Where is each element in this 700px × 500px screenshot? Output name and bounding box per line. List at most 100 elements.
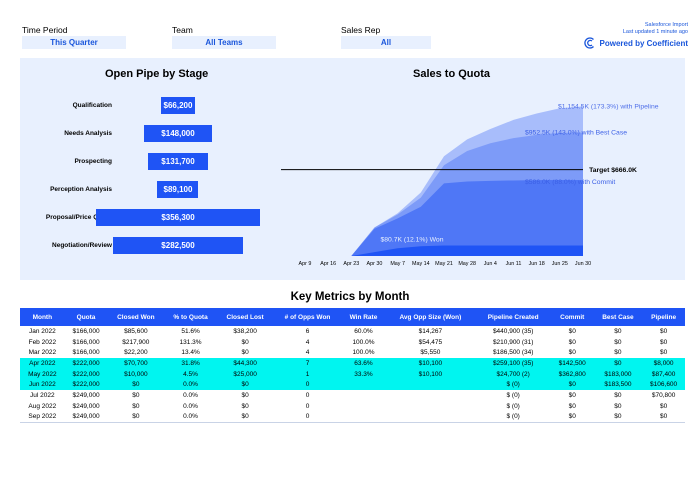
table-cell: $10,100	[385, 358, 476, 369]
x-tick-label: Apr 23	[343, 261, 359, 267]
table-row: Jul 2022 $249,000 $0 0.0% $0 0 $ (0) $0 $0 $70,80…	[20, 390, 685, 401]
pipeline-label: $1,154.5K (173.3%) with Pipeline	[558, 103, 659, 110]
commit-area[interactable]	[305, 180, 583, 256]
table-cell: 4.5%	[164, 368, 217, 380]
table-cell: $ (0)	[506, 391, 520, 399]
table-cell: $222,000	[64, 368, 108, 380]
table-cell: 6	[305, 327, 310, 335]
column-header[interactable]: Month	[20, 308, 65, 326]
table-cell: 4	[305, 338, 310, 346]
time-period-select[interactable]: This Quarter	[22, 36, 126, 49]
table-header-row: Month Quota Closed Won% to Quota Closed Los…	[20, 308, 685, 326]
table-row: May 2022 $222,000 $10,000 4.5% $25,000 1 33.3%…	[20, 368, 685, 380]
column-header[interactable]: Quota	[64, 308, 108, 326]
table-cell: 0.0%	[164, 379, 217, 391]
team-select[interactable]: All Teams	[172, 36, 276, 49]
best-case-label: $952.5K (143.0%) with Best Case	[525, 130, 627, 137]
table-cell: 0	[305, 391, 310, 399]
column-header[interactable]: % to Quota	[164, 308, 217, 326]
x-tick-label: Apr 30	[367, 261, 383, 267]
table-cell: $0	[614, 402, 622, 410]
table-cell: $5,550	[420, 349, 441, 357]
stage-label: Prospecting	[74, 158, 112, 165]
stage-bar[interactable]: $148,000	[143, 125, 213, 142]
table-cell: Jun 2022	[20, 379, 65, 391]
table-cell: 31.8%	[164, 358, 217, 369]
x-tick-label: Jun 4	[484, 261, 497, 267]
table-cell: $106,600	[642, 379, 685, 391]
stage-bar[interactable]: $131,700	[147, 153, 209, 170]
sales-to-quota-title: Sales to Quota	[413, 68, 491, 80]
stage-label: Needs Analysis	[64, 130, 112, 137]
sales-to-quota-chart: Target $666.0K $1,154.5K (173.3%) with Pi…	[281, 103, 659, 267]
table-cell: Mar 2022	[28, 349, 57, 357]
table-cell: $183,000	[593, 368, 643, 380]
table-cell: $0	[614, 327, 622, 335]
table-cell: 0.0%	[183, 402, 198, 410]
table-cell	[341, 379, 386, 391]
column-header[interactable]: Pipeline Created	[475, 308, 551, 326]
table-cell: $0	[659, 349, 668, 357]
key-metrics-title: Key Metrics by Month	[290, 291, 410, 303]
stage-bar[interactable]: $66,200	[161, 97, 195, 114]
table-cell: $87,400	[642, 368, 685, 380]
stage-bar[interactable]: $356,300	[96, 209, 260, 226]
table-cell	[342, 401, 386, 412]
table-cell: $0	[241, 338, 249, 346]
column-header[interactable]: Commit	[550, 308, 594, 326]
column-header[interactable]: Closed Lost	[216, 308, 274, 326]
stage-label: Perception Analysis	[50, 186, 112, 193]
sales-rep-label: Sales Rep	[341, 25, 381, 35]
stage-bar[interactable]: $89,100	[157, 181, 199, 198]
table-cell: $259,100 (35)	[475, 358, 551, 369]
table-cell: $0	[614, 349, 622, 357]
table-cell: Jul 2022	[30, 391, 55, 399]
table-cell: $70,800	[651, 391, 676, 399]
table-cell: Jan 2022	[28, 327, 56, 335]
import-status: Salesforce Import Last updated 1 minute …	[623, 22, 688, 36]
stage-label: Negotiation/Review	[52, 242, 112, 249]
table-cell: $0	[241, 349, 249, 357]
table-cell: $210,900 (31)	[492, 338, 534, 346]
table-cell: $362,800	[550, 368, 594, 380]
coefficient-branding[interactable]: Powered by Coefficient	[583, 37, 688, 49]
table-cell: $0	[568, 391, 576, 399]
table-cell: $0	[216, 411, 274, 423]
column-header[interactable]: Pipeline	[642, 308, 685, 326]
table-row: Sep 2022 $249,000 $0 0.0% $0 0 $ (0) $0 $0 $0	[20, 411, 685, 423]
table-cell: $0	[241, 391, 249, 399]
table-cell: $ (0)	[506, 402, 520, 410]
sales-rep-select[interactable]: All	[341, 36, 431, 49]
column-header[interactable]: Win Rate	[341, 308, 386, 326]
table-cell: $ (0)	[475, 411, 551, 423]
key-metrics-table: Month Quota Closed Won% to Quota Closed Los…	[20, 308, 685, 423]
table-cell: 13.4%	[181, 349, 200, 357]
x-tick-label: May 14	[412, 261, 430, 267]
table-cell: $166,000	[72, 338, 100, 346]
table-cell	[341, 411, 386, 423]
table-cell: 100.0%	[352, 338, 375, 346]
stage-label: Proposal/Price Quote	[45, 214, 112, 221]
table-cell: $0	[659, 338, 668, 346]
column-header[interactable]: # of Opps Won	[273, 308, 342, 326]
x-tick-label: Apr 16	[320, 261, 336, 267]
won-area[interactable]	[305, 245, 583, 256]
stage-bar[interactable]: $282,500	[112, 237, 243, 254]
table-cell: $ (0)	[475, 379, 551, 391]
table-cell: 0	[305, 402, 310, 410]
column-header[interactable]: Avg Opp Size (Won)	[385, 308, 476, 326]
table-cell: $0	[550, 379, 594, 391]
table-cell: $10,000	[107, 368, 165, 380]
column-header[interactable]: Closed Won	[107, 308, 165, 326]
table-cell: 63.6%	[341, 358, 386, 369]
table-cell: Apr 2022	[20, 358, 65, 369]
table-cell: $8,000	[642, 358, 685, 369]
stage-label: Qualification	[72, 102, 112, 109]
table-cell: $0	[593, 411, 643, 423]
table-cell: May 2022	[20, 368, 65, 380]
table-cell: $0	[659, 327, 668, 335]
open-pipe-title: Open Pipe by Stage	[105, 68, 209, 80]
column-header[interactable]: Best Case	[593, 308, 643, 326]
x-tick-label: Jun 18	[529, 261, 545, 267]
table-cell: $14,267	[418, 327, 443, 335]
